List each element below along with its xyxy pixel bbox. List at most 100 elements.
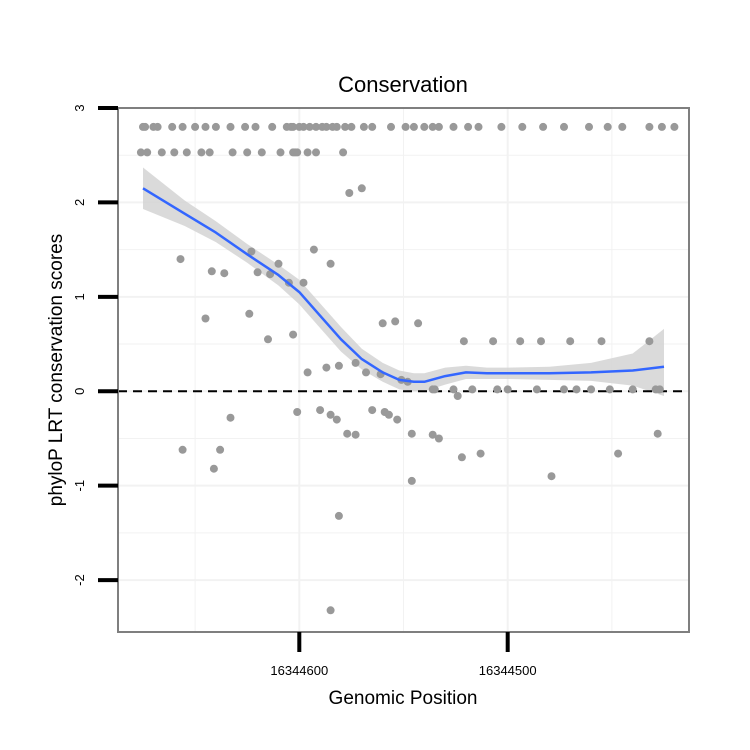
data-point <box>143 148 152 157</box>
data-point <box>560 385 568 394</box>
data-point <box>276 148 285 157</box>
data-point <box>216 445 225 454</box>
data-point <box>299 122 308 131</box>
data-point <box>326 606 335 615</box>
data-point <box>489 337 498 346</box>
y-tick-label: 2 <box>72 199 87 206</box>
data-point <box>157 148 166 157</box>
confidence-band-area <box>143 167 664 396</box>
data-point <box>153 122 162 131</box>
data-point <box>493 385 502 394</box>
data-point <box>211 122 220 131</box>
data-point <box>387 122 395 131</box>
data-point <box>201 314 210 323</box>
data-point <box>247 247 256 256</box>
data-point <box>464 122 473 131</box>
data-point <box>141 122 150 131</box>
data-point <box>532 385 541 394</box>
data-point <box>289 122 298 131</box>
data-point <box>168 122 177 131</box>
data-point <box>226 122 235 131</box>
data-point <box>268 122 277 131</box>
data-point <box>585 122 593 131</box>
data-point <box>176 255 185 264</box>
data-point <box>312 148 320 157</box>
data-point <box>312 122 320 131</box>
confidence-band <box>143 167 664 396</box>
data-point <box>274 259 283 268</box>
x-tick-label: 16344500 <box>479 663 537 678</box>
data-point <box>539 122 548 131</box>
y-tick-label: 1 <box>72 293 87 300</box>
data-point <box>453 392 462 400</box>
data-point <box>339 148 348 157</box>
data-point <box>326 259 335 268</box>
data-point <box>205 148 214 157</box>
data-point <box>393 415 402 424</box>
data-point <box>136 148 145 157</box>
data-point <box>428 430 437 439</box>
y-tick-label: -1 <box>72 480 87 492</box>
data-point <box>430 385 439 394</box>
data-point <box>293 148 302 157</box>
data-point <box>434 122 443 131</box>
data-point <box>264 335 272 344</box>
data-point <box>560 122 568 131</box>
plot-panel-border <box>117 107 690 633</box>
y-tick-label: -2 <box>72 574 87 586</box>
data-point <box>420 122 429 131</box>
data-point <box>303 148 312 157</box>
data-point <box>334 361 343 370</box>
data-point <box>347 122 356 131</box>
data-point <box>428 122 437 131</box>
data-point <box>251 122 260 131</box>
x-axis: 16344600 16344500 <box>270 632 537 678</box>
data-point <box>326 410 335 419</box>
x-axis-label: Genomic Position <box>329 688 478 709</box>
data-point <box>322 122 331 131</box>
data-point <box>414 319 423 328</box>
data-point <box>645 122 654 131</box>
data-point <box>449 385 458 394</box>
data-point <box>618 122 627 131</box>
data-point <box>468 385 477 394</box>
data-point <box>351 358 360 367</box>
data-point <box>384 410 393 419</box>
data-point <box>572 385 581 394</box>
data-point <box>645 337 654 346</box>
data-point <box>597 337 606 346</box>
data-point <box>605 385 614 394</box>
data-point <box>503 385 512 394</box>
data-point <box>357 184 366 193</box>
data-point <box>241 122 250 131</box>
y-axis-label: phyloP LRT conservation scores <box>46 234 67 507</box>
y-tick-label: 3 <box>72 104 87 111</box>
data-point <box>459 337 468 346</box>
chart-title: Conservation <box>338 72 468 97</box>
data-point <box>407 429 416 438</box>
data-point <box>603 122 612 131</box>
data-point <box>170 148 179 157</box>
data-point <box>474 122 483 131</box>
data-point <box>178 445 187 454</box>
data-point <box>657 122 666 131</box>
data-point <box>409 122 418 131</box>
data-point <box>359 122 368 131</box>
smooth-line <box>142 187 665 384</box>
data-point <box>220 269 229 278</box>
data-point <box>497 122 506 131</box>
data-point <box>182 148 191 157</box>
data-point <box>457 453 466 462</box>
data-point <box>655 385 664 394</box>
x-tick-label: 16344600 <box>270 663 328 678</box>
data-point <box>253 268 262 277</box>
data-point <box>257 148 266 157</box>
data-point <box>243 148 252 157</box>
data-point <box>434 434 443 443</box>
data-point <box>322 363 331 372</box>
data-point <box>476 449 485 458</box>
y-tick-label: 0 <box>72 388 87 395</box>
data-point <box>207 267 216 276</box>
data-point <box>407 476 416 485</box>
data-point <box>228 148 237 157</box>
